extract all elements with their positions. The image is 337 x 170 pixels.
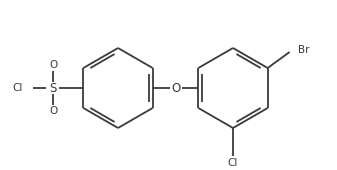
Text: O: O [49, 106, 58, 116]
Text: Cl: Cl [228, 158, 238, 168]
Text: S: S [50, 81, 57, 95]
Text: O: O [49, 60, 58, 70]
Text: Br: Br [298, 45, 309, 55]
Text: O: O [171, 81, 180, 95]
Text: Cl: Cl [12, 83, 22, 93]
